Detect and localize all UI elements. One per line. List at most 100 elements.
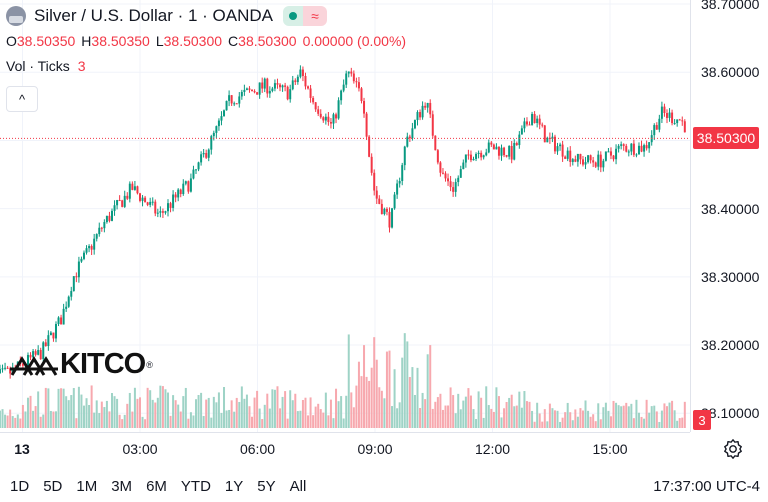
high-label: H <box>81 33 92 49</box>
candle-body <box>441 172 444 174</box>
range-3m[interactable]: 3M <box>111 478 133 495</box>
settings-gear-icon[interactable] <box>722 438 744 460</box>
range-1d[interactable]: 1D <box>10 478 30 495</box>
registered-mark: ® <box>146 359 153 370</box>
candle-body <box>245 88 248 90</box>
candle-body <box>556 146 559 152</box>
volume-bar <box>21 404 24 428</box>
candle-body <box>350 71 353 74</box>
candle-body <box>553 136 556 152</box>
volume-bar <box>146 387 149 428</box>
range-all[interactable]: All <box>289 478 307 495</box>
volume-bar <box>515 405 518 428</box>
volume-bar <box>177 404 180 428</box>
volume-bar <box>363 345 366 428</box>
volume-bar <box>327 415 330 428</box>
candle-body <box>452 187 455 192</box>
candle-body <box>490 142 493 145</box>
volume-bar <box>357 361 360 428</box>
candles <box>0 65 686 379</box>
candle-body <box>617 145 620 149</box>
candle-body <box>238 96 241 104</box>
candle-body <box>536 118 539 123</box>
volume-bar <box>487 405 490 428</box>
volume-bar <box>625 402 628 428</box>
volume-bar <box>337 401 340 428</box>
volume-bar <box>574 409 577 428</box>
last-price-label: 38.50300 <box>693 127 759 150</box>
chart-title[interactable]: Silver / U.S. Dollar · 1 · OANDA <box>34 6 273 25</box>
volume-bar <box>133 387 136 428</box>
volume-bar <box>475 419 478 428</box>
volume-bar <box>622 405 625 428</box>
volume-bar <box>103 407 106 428</box>
candle-body <box>668 112 671 118</box>
volume-bar <box>564 412 567 428</box>
candle-body <box>65 306 68 309</box>
range-5d[interactable]: 5D <box>43 478 63 495</box>
range-6m[interactable]: 6M <box>146 478 167 495</box>
volume-bar <box>587 410 590 428</box>
status-pill[interactable]: ≈ <box>283 6 327 26</box>
candlestick-chart[interactable] <box>0 0 690 432</box>
candle-body <box>256 92 259 95</box>
volume-bar <box>164 389 167 428</box>
candle-body <box>515 143 518 146</box>
volume-bar <box>663 403 666 428</box>
volume-bar <box>90 385 93 428</box>
candle-body <box>225 100 228 111</box>
candle-body <box>133 186 136 190</box>
candle-body <box>648 142 651 149</box>
volume-bar <box>291 400 294 428</box>
candle-body <box>546 137 549 143</box>
candle-body <box>604 151 607 161</box>
candle-body <box>126 195 129 199</box>
candle-body <box>322 117 325 121</box>
volume-bar <box>141 416 144 428</box>
volume-bar <box>223 387 226 428</box>
volume-bar <box>411 367 414 428</box>
range-ytd[interactable]: YTD <box>180 478 211 495</box>
candle-body <box>67 296 70 307</box>
price-axis[interactable]: 38.7000038.6000038.5000038.4000038.30000… <box>690 0 768 432</box>
volume-legend[interactable]: Vol · Ticks 3 <box>6 58 86 74</box>
chart-plot-area[interactable]: Silver / U.S. Dollar · 1 · OANDA ≈ O 38.5… <box>0 0 690 432</box>
wave-icon: ≈ <box>303 6 327 26</box>
volume-bar <box>612 400 615 428</box>
volume-bar <box>256 390 259 428</box>
candle-body <box>281 85 284 88</box>
candle-body <box>324 116 327 121</box>
candle-body <box>202 152 205 155</box>
volume-bar <box>9 409 12 428</box>
volume-bar <box>594 421 597 428</box>
candle-body <box>497 146 500 156</box>
range-1m[interactable]: 1M <box>76 478 98 495</box>
range-5y[interactable]: 5Y <box>257 478 276 495</box>
volume-bar <box>151 399 154 428</box>
clock-timezone[interactable]: 17:37:00 UTC-4 <box>653 478 760 495</box>
symbol-legend[interactable]: Silver / U.S. Dollar · 1 · OANDA ≈ <box>6 6 327 26</box>
volume-bar <box>128 392 131 428</box>
candle-body <box>500 147 503 156</box>
volume-bar <box>202 416 205 428</box>
open-label: O <box>6 33 17 49</box>
candle-body <box>510 145 513 160</box>
candle-body <box>93 238 96 250</box>
candle-body <box>391 208 394 228</box>
volume-bar <box>620 406 623 428</box>
volume-bar <box>627 406 630 428</box>
candle-body <box>299 69 302 77</box>
candle-body <box>485 152 488 156</box>
volume-bar <box>579 408 582 428</box>
volume-bar <box>640 416 643 428</box>
volume-bar <box>681 417 684 428</box>
candle-body <box>62 308 65 325</box>
collapse-legend-button[interactable]: ^ <box>6 86 38 112</box>
candle-body <box>671 112 674 124</box>
volume-bar <box>16 414 19 428</box>
time-axis[interactable]: 13 03:00 06:00 09:00 12:00 15:00 <box>0 432 690 463</box>
range-1y[interactable]: 1Y <box>224 478 244 495</box>
volume-bar <box>513 406 516 428</box>
candle-body <box>574 159 577 162</box>
candle-body <box>146 202 149 205</box>
